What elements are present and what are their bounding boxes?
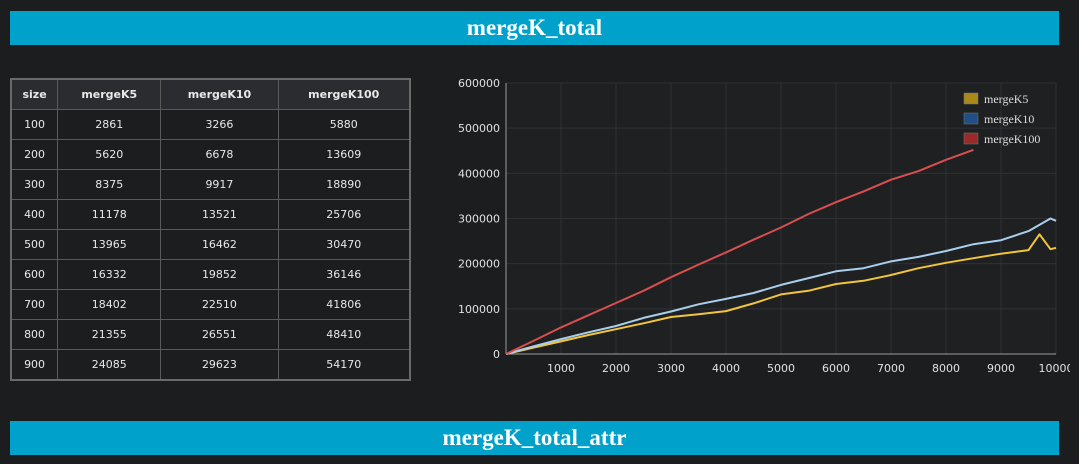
table-cell: 26551 xyxy=(160,319,279,350)
x-tick-label: 10000 xyxy=(1039,362,1071,375)
table-cell: 30470 xyxy=(277,229,411,260)
table-cell: 18402 xyxy=(57,289,162,320)
y-tick-label: 200000 xyxy=(458,258,500,271)
table-cell: 48410 xyxy=(277,319,411,350)
legend-swatch xyxy=(963,112,979,125)
y-tick-label: 300000 xyxy=(458,213,500,226)
column-header: mergeK5 xyxy=(57,78,162,110)
table-cell: 22510 xyxy=(160,289,279,320)
table-cell: 29623 xyxy=(160,349,279,381)
column-header: mergeK10 xyxy=(160,78,279,110)
column-header: size xyxy=(10,78,59,110)
table-cell: 16332 xyxy=(57,259,162,290)
series-line-mergeK100 xyxy=(505,148,974,355)
table-cell: 13965 xyxy=(57,229,162,260)
y-tick-label: 0 xyxy=(493,348,500,361)
y-tick-label: 600000 xyxy=(458,77,500,90)
y-tick-label: 400000 xyxy=(458,167,500,180)
table-row: 500 13965 16462 30470 xyxy=(10,229,411,260)
page-title-banner: mergeK_total xyxy=(10,11,1059,45)
legend-swatch xyxy=(963,92,979,105)
legend-label: mergeK5 xyxy=(984,92,1028,106)
table-cell: 800 xyxy=(10,319,59,350)
x-tick-label: 4000 xyxy=(712,362,740,375)
x-tick-label: 1000 xyxy=(547,362,575,375)
table-cell: 19852 xyxy=(160,259,279,290)
table-cell: 25706 xyxy=(277,199,411,230)
results-table: size mergeK5 mergeK10 mergeK100 100 2861… xyxy=(10,78,411,381)
x-tick-label: 3000 xyxy=(657,362,685,375)
legend-label: mergeK10 xyxy=(984,112,1034,126)
series-line-mergeK10 xyxy=(505,217,1057,355)
section-title-banner: mergeK_total_attr xyxy=(10,421,1059,455)
table-row: 900 24085 29623 54170 xyxy=(10,349,411,381)
table-cell: 8375 xyxy=(57,169,162,200)
table-cell: 54170 xyxy=(277,349,411,381)
x-tick-label: 2000 xyxy=(602,362,630,375)
table-cell: 36146 xyxy=(277,259,411,290)
table-cell: 5880 xyxy=(277,109,411,140)
table-cell: 700 xyxy=(10,289,59,320)
y-tick-label: 500000 xyxy=(458,122,500,135)
table-cell: 16462 xyxy=(160,229,279,260)
x-tick-label: 9000 xyxy=(987,362,1015,375)
table-cell: 300 xyxy=(10,169,59,200)
table-cell: 21355 xyxy=(57,319,162,350)
x-tick-label: 8000 xyxy=(932,362,960,375)
table-cell: 600 xyxy=(10,259,59,290)
table-cell: 3266 xyxy=(160,109,279,140)
table-row: 300 8375 9917 18890 xyxy=(10,169,411,200)
table-row: 800 21355 26551 48410 xyxy=(10,319,411,350)
x-tick-label: 7000 xyxy=(877,362,905,375)
y-tick-label: 100000 xyxy=(458,303,500,316)
table-row: 100 2861 3266 5880 xyxy=(10,109,411,140)
x-tick-label: 6000 xyxy=(822,362,850,375)
table-cell: 5620 xyxy=(57,139,162,170)
table-cell: 900 xyxy=(10,349,59,381)
line-chart: 0 100000 200000 300000 400000 500000 600000 100… xyxy=(458,77,1071,375)
table-cell: 24085 xyxy=(57,349,162,381)
table-cell: 41806 xyxy=(277,289,411,320)
table-header-row: size mergeK5 mergeK10 mergeK100 xyxy=(10,78,411,110)
table-cell: 9917 xyxy=(160,169,279,200)
table-cell: 500 xyxy=(10,229,59,260)
series-line-mergeK5 xyxy=(505,233,1057,355)
table-cell: 13609 xyxy=(277,139,411,170)
column-header: mergeK100 xyxy=(277,78,411,110)
legend-label: mergeK100 xyxy=(984,132,1040,146)
table-row: 700 18402 22510 41806 xyxy=(10,289,411,320)
table-cell: 400 xyxy=(10,199,59,230)
table-row: 600 16332 19852 36146 xyxy=(10,259,411,290)
table-cell: 100 xyxy=(10,109,59,140)
x-tick-label: 5000 xyxy=(767,362,795,375)
table-cell: 18890 xyxy=(277,169,411,200)
legend-swatch xyxy=(963,132,979,145)
table-row: 200 5620 6678 13609 xyxy=(10,139,411,170)
table-row: 400 11178 13521 25706 xyxy=(10,199,411,230)
table-cell: 6678 xyxy=(160,139,279,170)
table-cell: 2861 xyxy=(57,109,162,140)
table-cell: 200 xyxy=(10,139,59,170)
table-cell: 13521 xyxy=(160,199,279,230)
table-cell: 11178 xyxy=(57,199,162,230)
